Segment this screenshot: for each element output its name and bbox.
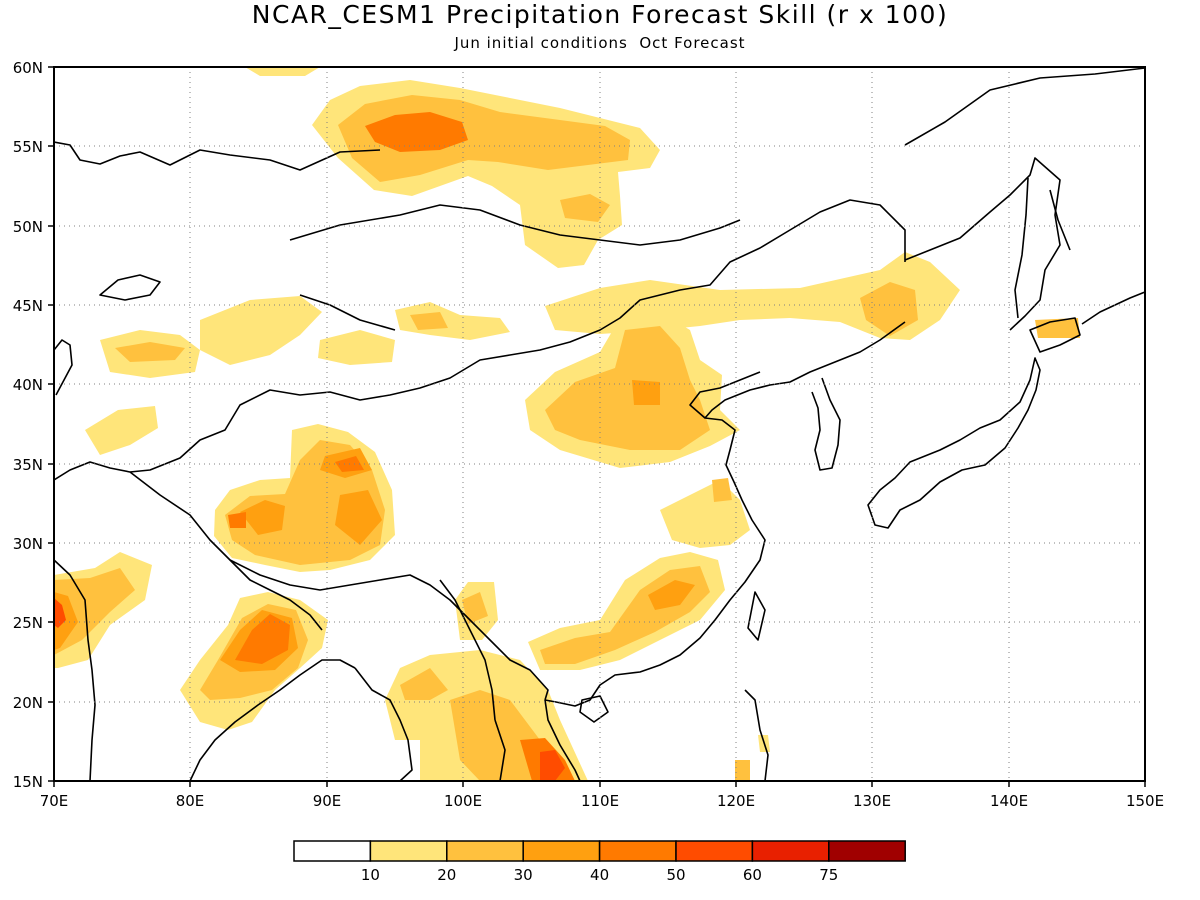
- lon-label: 150E: [1126, 792, 1164, 810]
- legend-swatch: [828, 840, 906, 862]
- legend-label: 10: [361, 866, 380, 884]
- lat-label: 45N: [13, 297, 43, 315]
- lat-label: 60N: [13, 59, 43, 77]
- legend-swatch: [293, 840, 372, 862]
- legend-label: 30: [514, 866, 533, 884]
- legend-label: 60: [743, 866, 762, 884]
- lat-labels: 60N 55N 50N 45N 40N 35N 30N 25N 20N 15N: [13, 59, 43, 791]
- lon-label: 140E: [990, 792, 1028, 810]
- legend-swatch: [751, 840, 830, 862]
- skill-region-siberia-3: [365, 112, 468, 152]
- legend-label: 50: [666, 866, 685, 884]
- lat-label: 40N: [13, 376, 43, 394]
- legend-swatch: [675, 840, 754, 862]
- graticule: [54, 67, 1145, 781]
- lat-label: 30N: [13, 535, 43, 553]
- lon-label: 90E: [313, 792, 342, 810]
- legend-swatch: [446, 840, 524, 862]
- coastline-china: [544, 321, 906, 707]
- lon-label: 130E: [853, 792, 891, 810]
- lat-label: 55N: [13, 138, 43, 156]
- legend-label: 75: [819, 866, 838, 884]
- skill-region-siberia-4: [560, 194, 610, 222]
- coastline-layer: [54, 67, 1145, 781]
- legend-swatch: [522, 840, 601, 862]
- lon-label: 110E: [581, 792, 619, 810]
- coastline-india: [54, 559, 96, 781]
- legend-swatch: [369, 840, 448, 862]
- lon-label: 80E: [176, 792, 205, 810]
- chart-subtitle: Jun initial conditions Oct Forecast: [454, 34, 746, 52]
- legend-label: 20: [437, 866, 456, 884]
- lat-label: 50N: [13, 218, 43, 236]
- skill-shading: [54, 67, 1080, 781]
- legend-label: 40: [590, 866, 609, 884]
- lon-label: 120E: [717, 792, 755, 810]
- lon-labels: 70E 80E 90E 100E 110E 120E 130E 140E 150…: [40, 792, 1164, 810]
- legend-swatch: [598, 840, 677, 862]
- color-bar-legend: 10 20 30 40 50 60 75: [293, 840, 906, 884]
- lat-label: 20N: [13, 694, 43, 712]
- lon-label: 70E: [40, 792, 69, 810]
- chart-title: NCAR_CESM1 Precipitation Forecast Skill …: [251, 0, 949, 29]
- tick-marks: [48, 66, 1146, 787]
- lat-label: 25N: [13, 614, 43, 632]
- lat-label: 15N: [13, 773, 43, 791]
- lat-label: 35N: [13, 456, 43, 474]
- coastline-north: [54, 141, 381, 171]
- lon-label: 100E: [444, 792, 482, 810]
